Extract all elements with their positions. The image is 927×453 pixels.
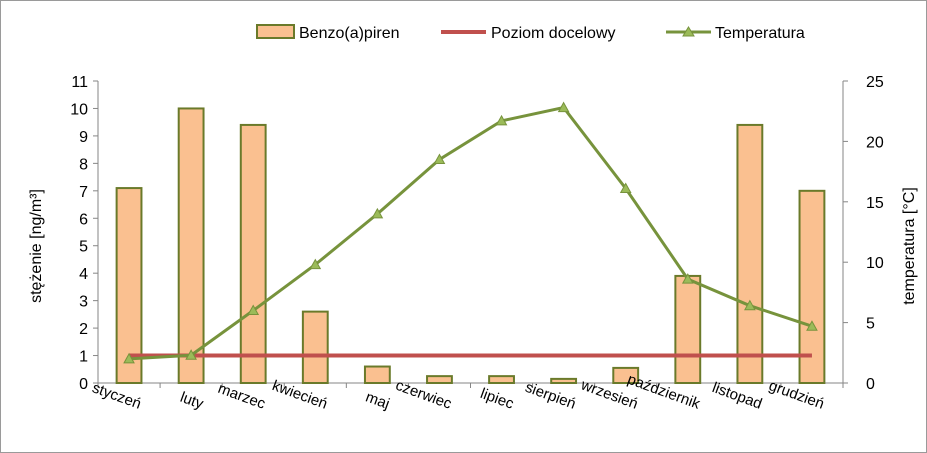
x-tick-label: maj [363,389,392,413]
y-tick-label: 4 [79,266,88,283]
x-tick-label: luty [178,389,206,413]
x-tick-label: listopad [710,379,764,413]
x-tick-label: lipiec [478,385,516,413]
y2-tick-label: 0 [866,376,875,393]
y2-tick-label: 15 [866,195,884,212]
bar-benzo [488,375,515,384]
y2-axis-title: temperatura [°C] [901,187,918,305]
marker-temperature [247,304,260,316]
y-tick-label: 5 [79,239,88,256]
y-tick-label: 2 [79,321,88,338]
legend-marker-temperature [682,26,695,37]
marker-temperature [681,273,694,284]
marker-temperature [123,352,135,364]
legend: Benzo(a)piren Poziom docelowy Temperatur… [256,24,805,42]
y-tick-label: 11 [71,74,88,91]
marker-temperature [185,349,197,360]
marker-temperature [495,114,508,126]
legend-label-target: Poziom docelowy [491,25,616,42]
y2-tick-label: 5 [866,316,875,333]
legend-swatch-benzo [256,24,295,39]
marker-temperature [619,182,632,194]
legend-label-temperature: Temperatura [715,25,805,42]
marker-temperature [557,101,570,113]
bar-benzo [177,107,205,384]
y2-tick-label: 10 [866,255,884,272]
marker-temperature [371,207,384,219]
bar-benzo [798,189,826,384]
y-tick-label: 8 [79,156,88,173]
marker-temperature [433,153,446,165]
series-line-temperature [128,105,813,361]
bar-benzo [736,123,764,384]
bar-benzo [301,310,329,385]
x-tick-label: marzec [216,380,268,413]
y-tick-label: 1 [79,349,88,366]
marker-temperature [309,258,322,270]
y-tick-label: 6 [79,211,88,228]
bar-benzo [239,123,267,384]
y-axis-title: stężenie [ng/m³] [28,189,45,303]
y-tick-label: 3 [79,294,88,311]
bar-benzo [115,187,143,384]
bar-benzo [426,375,453,384]
bar-benzo [612,366,640,384]
y2-tick-label: 25 [866,74,884,91]
plot-area: 0 1 2 3 4 5 6 7 8 9 10 11 0 5 10 15 20 25 styczeń luty marze… [70,74,884,413]
y-tick-label: 0 [79,376,88,393]
legend-label-benzo: Benzo(a)piren [299,25,400,42]
bar-benzo [363,365,391,385]
marker-temperature [806,320,818,331]
marker-temperature [744,299,756,311]
y2-tick-label: 20 [866,134,884,151]
bar-benzo [550,377,578,384]
x-tick-label: styczeń [90,379,144,412]
y-tick-label: 10 [70,101,88,118]
bar-benzo [674,274,702,384]
y-tick-label: 7 [79,184,88,201]
y-tick-label: 9 [79,129,88,146]
